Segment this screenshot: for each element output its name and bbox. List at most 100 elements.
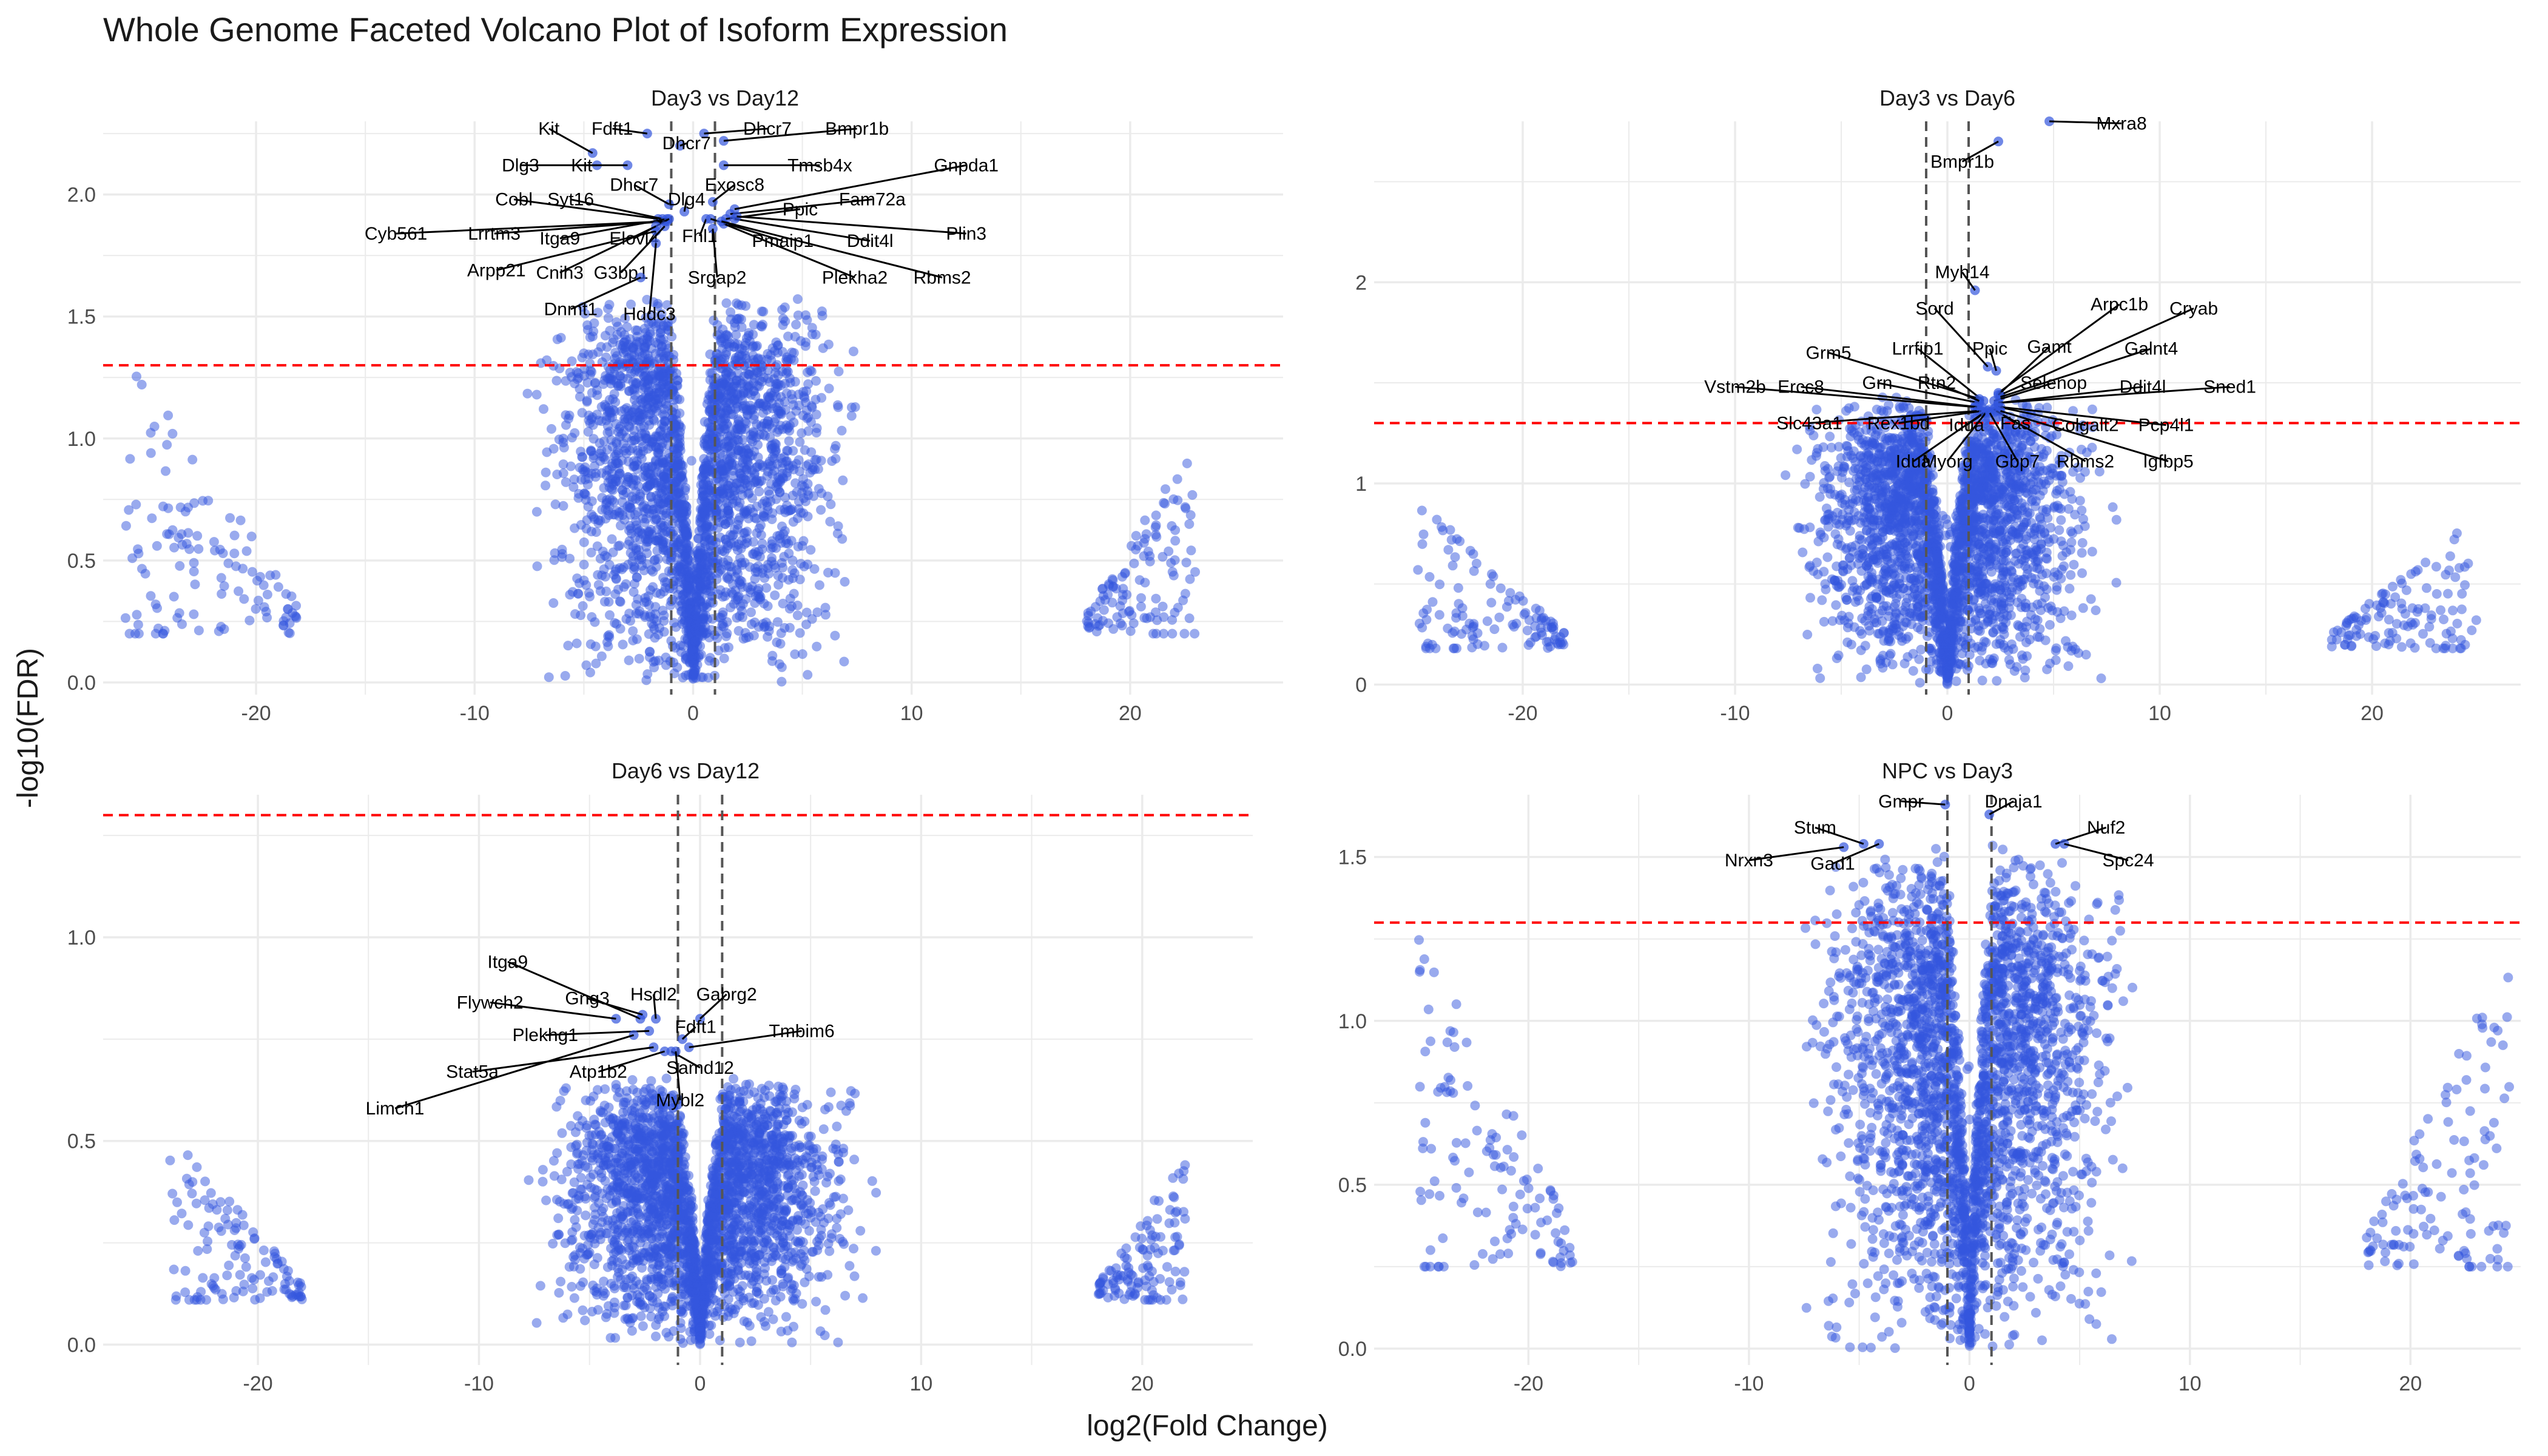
data-point [641, 433, 651, 443]
data-point [615, 563, 625, 573]
y-tick-label: 2.0 [67, 184, 96, 207]
data-point [720, 643, 730, 653]
data-point [2059, 561, 2069, 571]
data-point [1856, 672, 1866, 682]
data-point [684, 629, 694, 639]
data-point [608, 485, 618, 495]
data-point [1819, 616, 1829, 627]
gene-label: Tmsb4x [787, 155, 852, 175]
data-point [659, 351, 669, 362]
data-point [820, 602, 831, 613]
data-point [1792, 444, 1802, 454]
data-point [758, 511, 769, 521]
data-point [1097, 584, 1108, 594]
data-point [146, 591, 156, 601]
data-point [830, 630, 840, 641]
data-point [780, 397, 790, 407]
data-point [787, 555, 798, 565]
data-point [796, 508, 806, 518]
data-point [840, 577, 850, 587]
x-tick-label: -20 [1508, 702, 1537, 725]
data-point [790, 649, 800, 659]
data-point [550, 499, 561, 510]
data-point [599, 375, 610, 385]
data-point [722, 330, 732, 340]
data-point [246, 531, 257, 542]
data-point [732, 613, 742, 623]
gene-label: Plekha2 [822, 268, 888, 288]
data-point [189, 609, 199, 619]
data-point [1881, 586, 1891, 596]
data-point [1164, 546, 1174, 556]
data-point [1167, 629, 1178, 639]
data-point [1151, 593, 1161, 604]
data-point [771, 337, 781, 348]
data-point [585, 639, 596, 649]
data-point [163, 503, 174, 513]
data-point [1178, 595, 1188, 605]
data-point [833, 521, 843, 531]
data-point [612, 619, 622, 629]
data-point [1849, 402, 1859, 412]
data-point [570, 523, 580, 533]
data-point [626, 299, 636, 309]
data-point [608, 547, 618, 558]
data-point [792, 610, 803, 621]
x-tick-label: -10 [1720, 702, 1750, 725]
data-point [839, 656, 849, 667]
data-point [1170, 555, 1180, 565]
data-point [651, 477, 661, 488]
data-point [1170, 525, 1181, 535]
data-point [726, 307, 736, 317]
data-point [132, 371, 141, 382]
data-point [581, 580, 592, 590]
data-point [647, 619, 657, 629]
data-point [2087, 404, 2097, 414]
data-point [180, 507, 190, 517]
data-point [541, 480, 551, 491]
gene-label: Arpp21 [467, 260, 526, 280]
data-point [215, 544, 225, 554]
data-point [729, 599, 739, 609]
data-point [1131, 531, 1141, 541]
data-point [716, 564, 727, 575]
data-point [203, 496, 214, 506]
data-point [612, 476, 621, 487]
data-point [209, 537, 219, 547]
data-point [708, 499, 718, 510]
data-point [577, 452, 587, 462]
data-point [812, 641, 822, 652]
data-point [613, 380, 624, 391]
data-point [599, 483, 609, 493]
data-point [603, 303, 613, 314]
data-point [2108, 502, 2118, 512]
data-point [787, 460, 798, 471]
data-point [1170, 536, 1181, 546]
data-point [724, 488, 735, 498]
data-point [735, 513, 745, 523]
x-tick-label: 0 [687, 702, 699, 725]
data-point [795, 437, 805, 447]
data-point [731, 329, 741, 340]
data-point [624, 655, 634, 666]
data-point [281, 589, 291, 599]
data-point [1108, 624, 1119, 634]
data-point [2066, 570, 2076, 580]
data-point [1830, 490, 1840, 500]
y-tick-label: 1 [1355, 473, 1367, 496]
data-point [817, 306, 827, 317]
data-point [605, 610, 615, 620]
data-point [602, 465, 612, 476]
data-point [681, 508, 692, 519]
data-point [1798, 547, 1808, 558]
data-point [585, 592, 595, 602]
data-point [252, 576, 262, 586]
data-point [772, 617, 783, 627]
data-point [795, 628, 805, 638]
gene-label: Syt16 [547, 190, 594, 210]
data-point [661, 652, 671, 662]
data-point [167, 428, 178, 439]
data-point [2086, 594, 2096, 604]
data-point [643, 536, 653, 547]
